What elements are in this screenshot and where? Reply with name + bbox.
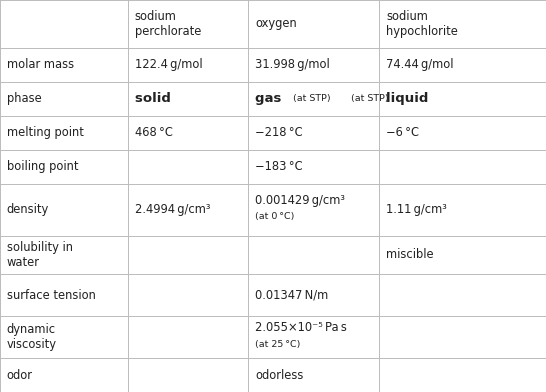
Text: boiling point: boiling point [7, 160, 78, 173]
Text: (at 25 °C): (at 25 °C) [255, 340, 300, 349]
Text: 0.01347 N/m: 0.01347 N/m [255, 289, 328, 301]
Text: gas: gas [255, 92, 290, 105]
Text: 468 °C: 468 °C [135, 126, 173, 139]
Text: 1.11 g/cm³: 1.11 g/cm³ [386, 203, 447, 216]
Text: solid: solid [135, 92, 180, 105]
Text: melting point: melting point [7, 126, 84, 139]
Text: (at STP): (at STP) [293, 94, 331, 103]
Text: sodium
hypochlorite: sodium hypochlorite [386, 10, 458, 38]
Text: phase: phase [7, 92, 41, 105]
Text: solubility in
water: solubility in water [7, 241, 73, 269]
Text: sodium
perchlorate: sodium perchlorate [135, 10, 201, 38]
Text: density: density [7, 203, 49, 216]
Text: molar mass: molar mass [7, 58, 74, 71]
Text: −183 °C: −183 °C [255, 160, 302, 173]
Text: −218 °C: −218 °C [255, 126, 302, 139]
Text: surface tension: surface tension [7, 289, 96, 301]
Text: odorless: odorless [255, 368, 304, 381]
Text: dynamic
viscosity: dynamic viscosity [7, 323, 57, 351]
Text: 2.055×10⁻⁵ Pa s: 2.055×10⁻⁵ Pa s [255, 321, 347, 334]
Text: −6 °C: −6 °C [386, 126, 419, 139]
Text: (at STP): (at STP) [351, 94, 389, 103]
Text: oxygen: oxygen [255, 17, 296, 30]
Text: liquid: liquid [386, 92, 438, 105]
Text: 2.4994 g/cm³: 2.4994 g/cm³ [135, 203, 210, 216]
Text: odor: odor [7, 368, 33, 381]
Text: 122.4 g/mol: 122.4 g/mol [135, 58, 203, 71]
Text: 74.44 g/mol: 74.44 g/mol [386, 58, 454, 71]
Text: 0.001429 g/cm³: 0.001429 g/cm³ [255, 194, 345, 207]
Text: miscible: miscible [386, 249, 434, 261]
Text: (at 0 °C): (at 0 °C) [255, 212, 294, 221]
Text: 31.998 g/mol: 31.998 g/mol [255, 58, 330, 71]
